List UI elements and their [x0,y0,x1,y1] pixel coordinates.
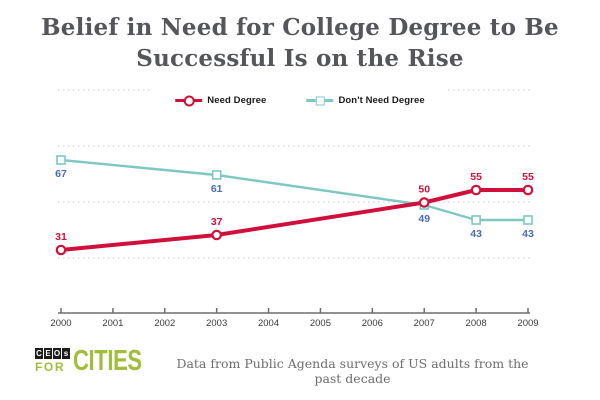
data-point-marker [471,215,481,225]
x-axis-tick-label: 2006 [362,318,383,329]
line-chart: 2000 2001 2002 2003 2004 2005 2006 2007 2008 2009… [50,89,539,329]
data-point-marker [522,184,534,196]
x-axis-tick-label: 2005 [310,318,331,329]
source-caption: Data from Public Agenda surveys of US ad… [176,356,529,386]
x-axis-tick-label: 2002 [154,318,175,329]
series-line-don-t-need-degree [59,158,530,222]
logo-letter-box: E [44,348,52,359]
data-value-label: 43 [522,228,534,240]
data-value-label: 67 [55,168,67,180]
chart-title: Belief in Need for College Degree to Be S… [0,12,600,74]
chart-title-line1: Belief in Need for College Degree to Be [41,14,559,41]
x-axis-tick-label: 2007 [414,318,435,329]
legend-item-need-degree: Need Degree [175,95,266,106]
series-line-need-degree [59,188,530,252]
x-axis-tick-label: 2008 [466,318,487,329]
logo-letter-box: C [35,348,43,359]
x-axis-tick-label: 2004 [258,318,279,329]
data-point-marker [418,197,430,208]
logo-letter-box: O [53,348,61,359]
x-axis-tick-label: 2003 [206,318,227,329]
dont-need-degree-line-square-icon [306,95,334,106]
data-point-marker [56,155,66,165]
logo-letter-box: s [62,348,70,359]
data-value-label: 43 [470,228,482,240]
data-value-label: 55 [470,171,482,183]
need-degree-line-circle-icon [175,95,203,106]
logo-cities-text: CITIES [73,345,142,377]
legend-item-dont-need-degree: Don't Need Degree [306,95,425,106]
legend-label-need-degree: Need Degree [207,95,267,106]
data-point-marker [211,170,222,180]
x-axis-tick-label: 2009 [517,318,538,329]
data-value-label: 55 [522,171,534,183]
data-value-label: 31 [55,231,67,243]
data-value-label: 37 [211,216,223,228]
data-point-marker [55,244,67,256]
chart-title-line2: Successful Is on the Rise [136,45,464,72]
legend-label-dont-need-degree: Don't Need Degree [338,95,425,106]
data-point-marker [523,215,533,225]
chart-legend: Need Degree Don't Need Degree [153,88,447,113]
x-axis-tick-label: 2001 [102,318,123,329]
logo-for-text: FOR [35,360,66,374]
data-value-label: 49 [418,213,430,225]
data-point-marker [470,184,482,196]
x-axis-tick-label: 2000 [50,318,71,329]
data-point-marker [211,229,222,241]
data-value-label: 50 [418,184,430,196]
data-value-label: 61 [211,183,223,195]
